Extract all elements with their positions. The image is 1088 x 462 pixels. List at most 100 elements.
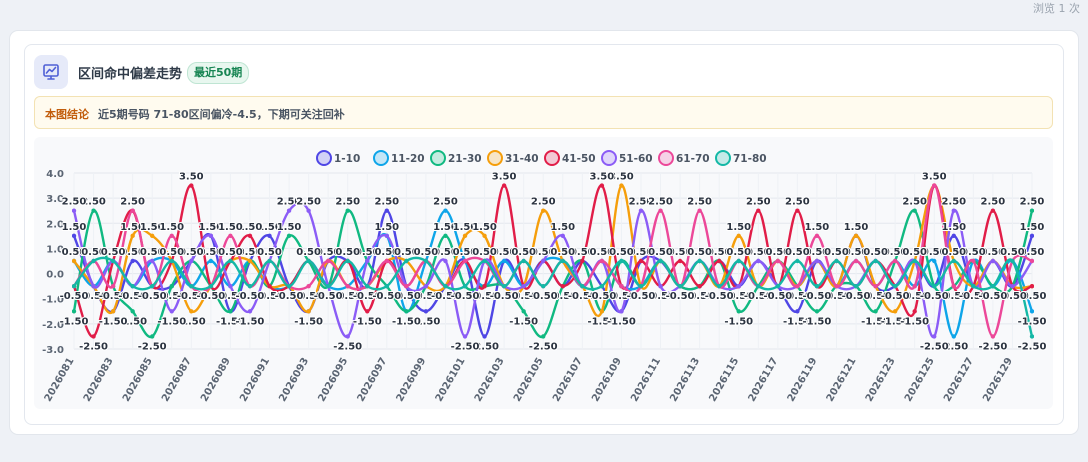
period-badge[interactable]: 最近50期 xyxy=(187,62,250,84)
data-label: 2.50 xyxy=(531,197,556,208)
data-label: -0.50 xyxy=(196,291,225,302)
legend-item-61-70[interactable]: 61-70 xyxy=(658,150,710,166)
data-label: -0.50 xyxy=(431,291,460,302)
data-label: 0.50 xyxy=(453,247,478,258)
data-label: -0.50 xyxy=(79,291,108,302)
data-label: -2.50 xyxy=(529,341,558,352)
legend-label: 61-70 xyxy=(676,153,710,165)
data-label: 0.50 xyxy=(883,247,908,258)
data-point xyxy=(169,233,174,239)
data-label: 0.50 xyxy=(570,247,595,258)
data-point xyxy=(482,334,487,339)
data-label: -0.50 xyxy=(490,291,519,302)
data-label: 0.50 xyxy=(805,247,830,258)
data-label: 3.50 xyxy=(492,172,517,183)
data-label: 0.50 xyxy=(257,247,282,258)
data-point xyxy=(345,258,350,264)
data-point xyxy=(599,283,605,289)
data-label: 1.50 xyxy=(844,222,869,233)
data-point xyxy=(697,283,702,289)
legend-item-1-10[interactable]: 1-10 xyxy=(316,150,360,166)
data-label: 0.50 xyxy=(335,247,360,258)
y-tick-label: -1.0 xyxy=(42,295,64,306)
legend-item-71-80[interactable]: 71-80 xyxy=(715,150,767,166)
data-label: -1.50 xyxy=(861,316,890,327)
legend-swatch xyxy=(316,150,332,166)
data-point xyxy=(443,233,448,239)
data-label: -0.50 xyxy=(470,291,499,302)
data-label: -0.50 xyxy=(920,291,949,302)
data-label: -0.50 xyxy=(392,291,421,302)
data-label: 0.50 xyxy=(335,247,360,258)
data-label: -0.50 xyxy=(959,291,988,302)
data-label: -0.50 xyxy=(803,291,832,302)
data-point xyxy=(971,283,976,289)
data-point xyxy=(423,309,429,314)
data-label: -0.50 xyxy=(627,291,656,302)
data-label: -0.50 xyxy=(275,291,304,302)
data-label: -1.50 xyxy=(353,316,382,327)
data-label: -0.50 xyxy=(666,291,695,302)
data-point xyxy=(795,208,800,213)
x-tick-label: 2026103 xyxy=(473,356,507,404)
data-label: -0.50 xyxy=(216,291,245,302)
data-point xyxy=(873,309,878,314)
data-label: 3.50 xyxy=(922,172,947,183)
data-point xyxy=(1029,233,1034,239)
data-label: 1.50 xyxy=(1020,222,1045,233)
data-label: -1.50 xyxy=(177,316,206,327)
data-label: -0.50 xyxy=(607,291,636,302)
y-tick-label: -2.0 xyxy=(42,320,64,331)
y-tick-label: -3.0 xyxy=(42,345,64,356)
data-label: 0.50 xyxy=(902,247,927,258)
data-label: 0.50 xyxy=(355,247,380,258)
data-point xyxy=(619,183,624,188)
data-point xyxy=(110,283,116,289)
data-label: -0.50 xyxy=(666,291,695,302)
legend-item-11-20[interactable]: 11-20 xyxy=(373,150,425,166)
data-label: -0.50 xyxy=(275,291,304,302)
x-tick-label: 2026087 xyxy=(160,356,194,404)
data-label: 0.50 xyxy=(687,247,712,258)
data-point xyxy=(267,283,272,289)
legend-item-31-40[interactable]: 31-40 xyxy=(487,150,539,166)
data-label: -0.50 xyxy=(255,291,284,302)
data-label: -0.50 xyxy=(627,291,656,302)
data-point xyxy=(599,258,605,264)
data-label: 1.50 xyxy=(844,222,869,233)
data-label: 0.50 xyxy=(1020,247,1045,258)
data-label: 0.50 xyxy=(296,247,321,258)
data-label: 0.50 xyxy=(570,247,595,258)
data-point xyxy=(384,208,390,213)
data-point xyxy=(365,309,370,314)
data-label: -0.50 xyxy=(763,291,792,302)
data-label: -2.50 xyxy=(79,341,108,352)
data-point xyxy=(72,208,77,213)
data-label: -0.50 xyxy=(724,291,753,302)
legend-item-51-60[interactable]: 51-60 xyxy=(601,150,653,166)
data-label: 0.50 xyxy=(550,247,575,258)
data-label: -0.50 xyxy=(412,291,441,302)
legend-item-41-50[interactable]: 41-50 xyxy=(544,150,596,166)
data-label: -1.50 xyxy=(607,316,636,327)
data-label: -0.50 xyxy=(744,291,773,302)
data-label: -0.50 xyxy=(548,291,577,302)
data-point xyxy=(541,334,546,339)
data-point xyxy=(189,283,194,289)
data-point xyxy=(834,258,839,264)
data-point xyxy=(110,258,116,264)
legend-item-21-30[interactable]: 21-30 xyxy=(430,150,482,166)
data-label: 3.50 xyxy=(922,172,947,183)
data-label: 0.50 xyxy=(805,247,830,258)
data-label: -0.50 xyxy=(138,291,167,302)
data-label: -0.50 xyxy=(138,291,167,302)
data-label: 0.50 xyxy=(726,247,751,258)
data-label: -0.50 xyxy=(998,291,1027,302)
data-point xyxy=(228,283,233,289)
data-point xyxy=(951,258,956,264)
x-tick-label: 2026121 xyxy=(825,356,859,404)
data-point xyxy=(560,258,565,264)
data-label: -0.50 xyxy=(939,291,968,302)
data-label: -0.50 xyxy=(763,291,792,302)
x-tick-label: 2026119 xyxy=(786,356,820,404)
